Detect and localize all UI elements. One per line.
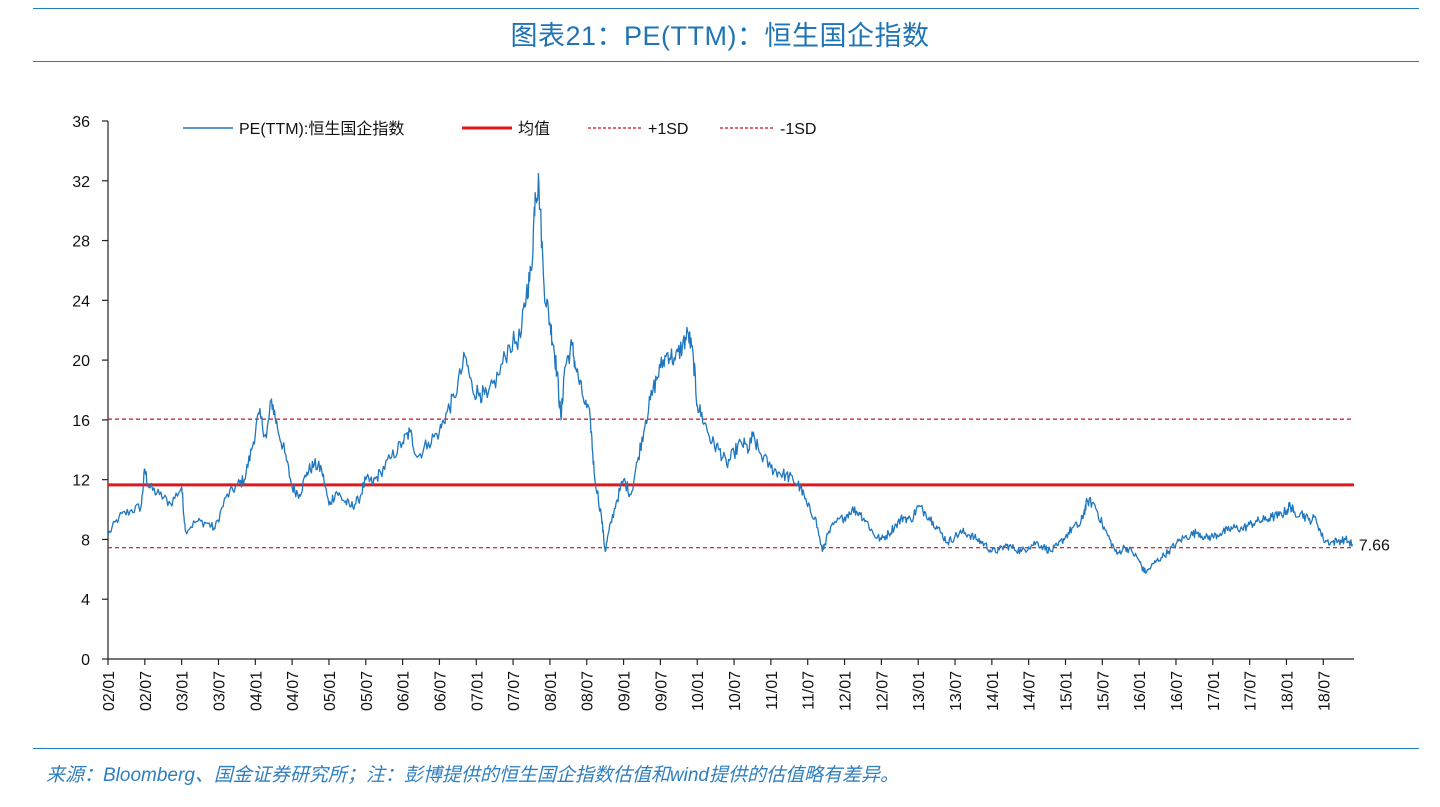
y-tick-label: 28 bbox=[72, 234, 90, 251]
y-tick-label: 16 bbox=[72, 413, 90, 430]
x-tick-label: 17/01 bbox=[1206, 671, 1223, 711]
x-tick-label: 07/07 bbox=[506, 671, 523, 711]
x-tick-label: 09/01 bbox=[617, 671, 634, 711]
legend-label: 均值 bbox=[518, 120, 550, 138]
pe-ttm-chart: 0 4 8 12 16 20 24 28 32 36 02/01 02/07 03/01 03/07 04/… bbox=[72, 114, 1390, 711]
x-tick-label: 18/07 bbox=[1316, 671, 1333, 711]
x-tick-label: 16/07 bbox=[1169, 671, 1186, 711]
legend-item-plus-sd: +1SD bbox=[588, 121, 688, 138]
x-tick-label: 07/01 bbox=[469, 671, 486, 711]
chart-title: 图表21：PE(TTM)：恒生国企指数 bbox=[510, 21, 930, 51]
title-rule bbox=[33, 61, 1419, 62]
legend: PE(TTM):恒生国企指数 均值 +1SD -1SD bbox=[183, 120, 816, 138]
x-tick-label: 15/07 bbox=[1095, 671, 1112, 711]
legend-label: -1SD bbox=[780, 121, 816, 138]
x-tick-label: 08/07 bbox=[580, 671, 597, 711]
source-note: 来源：Bloomberg、国金证券研究所；注：彭博提供的恒生国企指数估值和win… bbox=[46, 765, 899, 786]
x-tick-label: 02/01 bbox=[101, 671, 118, 711]
y-tick-label: 12 bbox=[72, 473, 90, 490]
legend-item-minus-sd: -1SD bbox=[720, 121, 816, 138]
x-tick-label: 02/07 bbox=[138, 671, 155, 711]
x-tick-label: 04/01 bbox=[248, 671, 265, 711]
x-tick-label: 06/01 bbox=[396, 671, 413, 711]
x-tick-label: 16/01 bbox=[1132, 671, 1149, 711]
x-tick-label: 04/07 bbox=[285, 671, 302, 711]
top-rule bbox=[33, 8, 1419, 9]
x-tick-label: 03/07 bbox=[211, 671, 228, 711]
pe-series-line bbox=[107, 172, 1354, 575]
x-tick-label: 06/07 bbox=[432, 671, 449, 711]
y-tick-label: 4 bbox=[81, 592, 90, 609]
y-tick-label: 24 bbox=[72, 293, 90, 310]
x-tick-label: 13/07 bbox=[948, 671, 965, 711]
x-tick-label: 03/01 bbox=[175, 671, 192, 711]
y-tick-label: 36 bbox=[72, 114, 90, 131]
legend-label: +1SD bbox=[648, 121, 688, 138]
x-tick-label: 09/07 bbox=[653, 671, 670, 711]
x-tick-label: 18/01 bbox=[1279, 671, 1296, 711]
x-tick-label: 11/01 bbox=[764, 671, 781, 710]
x-tick-label: 10/01 bbox=[690, 671, 707, 711]
x-tick-label: 05/01 bbox=[322, 671, 339, 711]
axes-layer: 0 4 8 12 16 20 24 28 32 36 02/01 02/07 03/01 03/07 04/… bbox=[72, 114, 1354, 711]
legend-item-pe: PE(TTM):恒生国企指数 bbox=[183, 120, 404, 138]
x-tick-label: 08/01 bbox=[543, 671, 560, 711]
x-tick-label: 10/07 bbox=[727, 671, 744, 711]
x-tick-label: 12/07 bbox=[874, 671, 891, 711]
y-tick-label: 0 bbox=[81, 652, 90, 669]
x-tick-label: 14/01 bbox=[985, 671, 1002, 711]
x-tick-label: 05/07 bbox=[359, 671, 376, 711]
series-layer: 7.66 bbox=[107, 172, 1390, 575]
x-tick-label: 11/07 bbox=[801, 671, 818, 710]
y-tick-label: 20 bbox=[72, 353, 90, 370]
legend-label: PE(TTM):恒生国企指数 bbox=[239, 120, 404, 138]
x-tick-label: 17/07 bbox=[1243, 671, 1260, 711]
y-tick-label: 32 bbox=[72, 174, 90, 191]
legend-item-mean: 均值 bbox=[462, 120, 550, 138]
bottom-rule bbox=[33, 748, 1419, 749]
x-tick-label: 15/01 bbox=[1058, 671, 1075, 711]
y-tick-label: 8 bbox=[81, 532, 90, 549]
last-value-label: 7.66 bbox=[1359, 538, 1390, 555]
x-tick-label: 12/01 bbox=[838, 671, 855, 711]
x-tick-label: 13/01 bbox=[911, 671, 928, 711]
x-tick-label: 14/07 bbox=[1022, 671, 1039, 711]
